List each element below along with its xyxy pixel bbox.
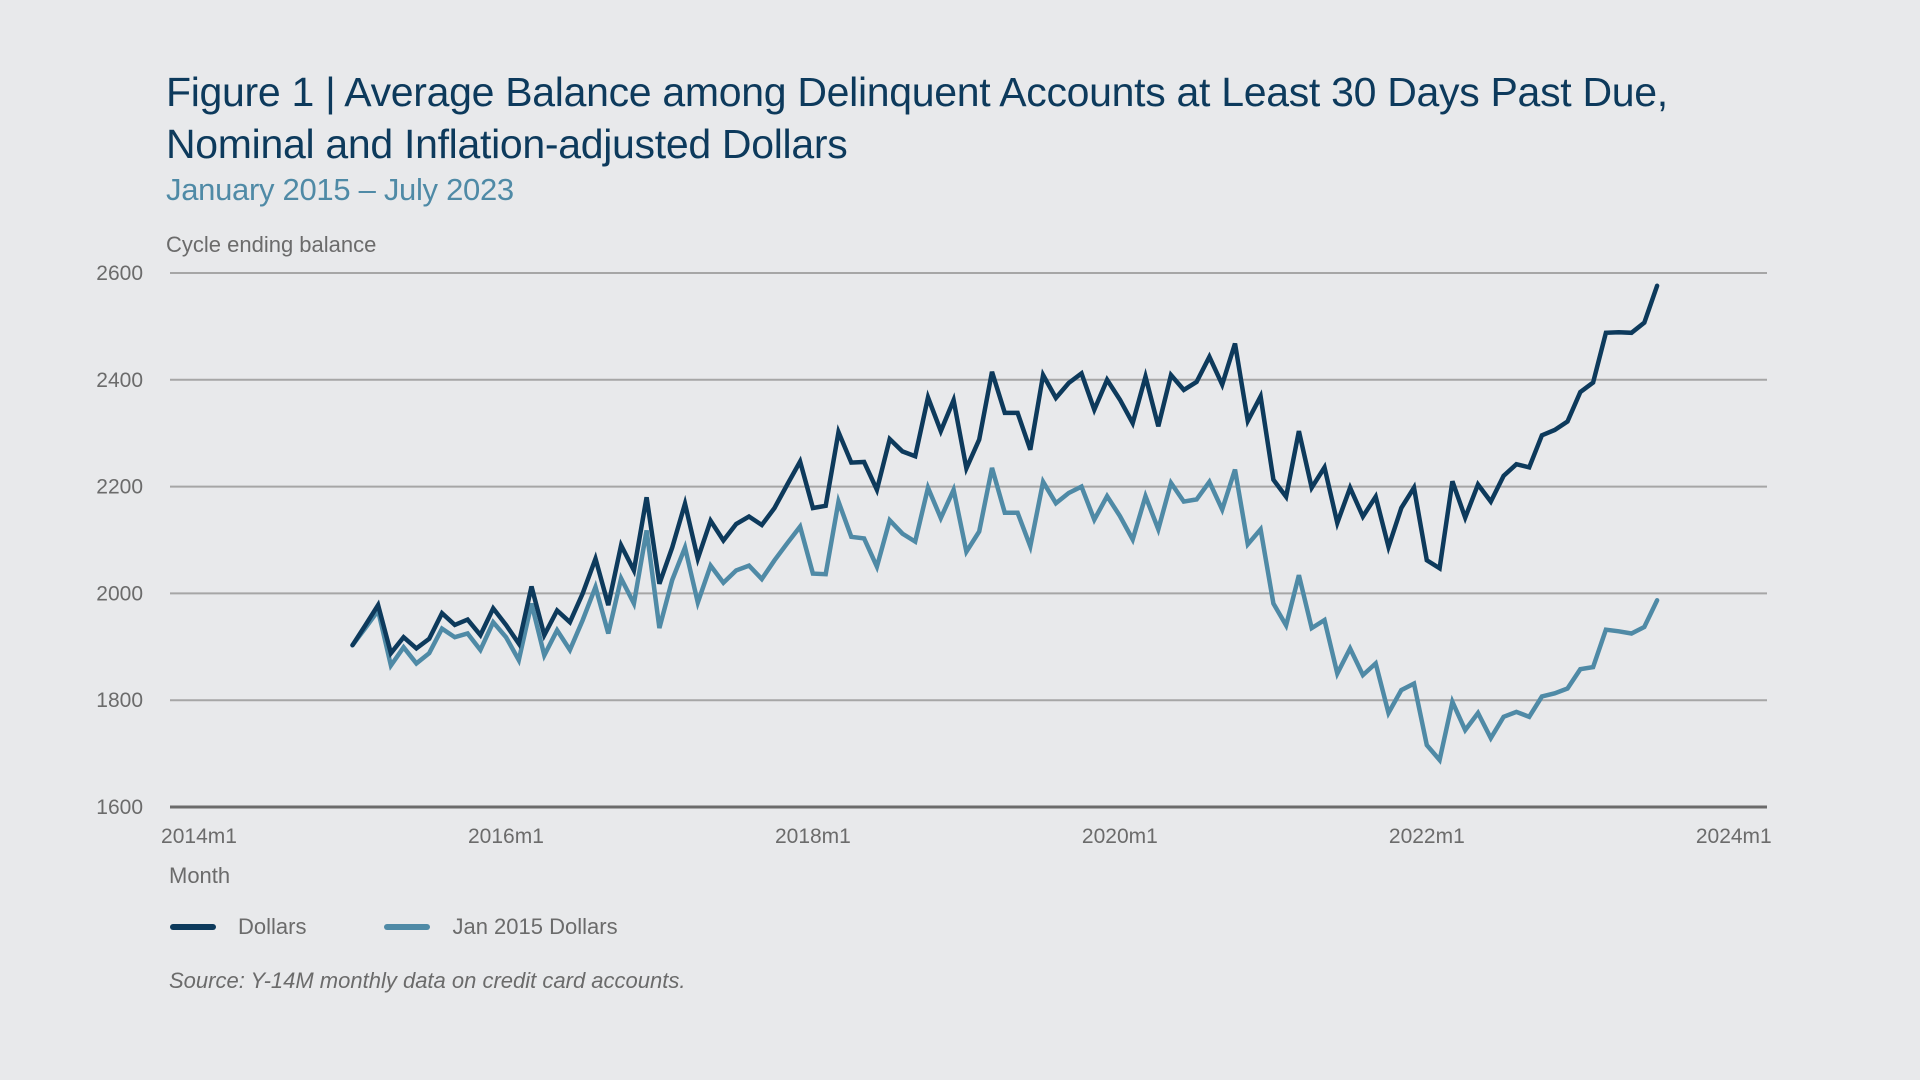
y-axis-ticks: 1600 1800 2000 2200 2400 2600 <box>96 262 143 819</box>
y-tick-label: 1600 <box>96 796 143 819</box>
chart-title: Figure 1 | Average Balance among Delinqu… <box>166 66 1866 170</box>
source-note: Source: Y-14M monthly data on credit car… <box>169 968 686 993</box>
x-axis-title: Month <box>169 863 231 888</box>
legend: Dollars Jan 2015 Dollars <box>170 914 696 940</box>
legend-item-dollars: Dollars <box>170 914 306 940</box>
legend-label-jan-2015-dollars: Jan 2015 Dollars <box>452 914 618 939</box>
legend-item-jan-2015-dollars: Jan 2015 Dollars <box>384 914 618 940</box>
chart-title-line-1: Figure 1 | Average Balance among Delinqu… <box>166 69 1668 115</box>
legend-swatch-dollars <box>170 924 216 930</box>
y-axis-title: Cycle ending balance <box>166 232 377 257</box>
y-tick-label: 2000 <box>96 582 143 605</box>
series-lines <box>350 283 1660 765</box>
gridlines <box>170 272 1767 809</box>
x-tick-label: 2022m1 <box>1389 825 1465 848</box>
x-tick-label: 2016m1 <box>468 825 544 848</box>
x-axis-ticks: 2014m1 2016m1 2018m1 2020m1 2022m1 2024m1 <box>161 825 1772 848</box>
legend-swatch-jan-2015-dollars <box>384 924 431 930</box>
x-tick-label: 2020m1 <box>1082 825 1158 848</box>
x-tick-label: 2024m1 <box>1696 825 1772 848</box>
chart-title-line-2: Nominal and Inflation-adjusted Dollars <box>166 121 848 167</box>
y-tick-label: 1800 <box>96 689 143 712</box>
y-tick-label: 2400 <box>96 369 143 392</box>
x-tick-label: 2018m1 <box>775 825 851 848</box>
y-tick-label: 2600 <box>96 262 143 285</box>
y-tick-label: 2200 <box>96 476 143 499</box>
legend-label-dollars: Dollars <box>238 914 307 939</box>
chart-subtitle: January 2015 – July 2023 <box>166 172 514 207</box>
series-line-dollars <box>350 283 1660 659</box>
series-line-jan-2015-dollars <box>350 467 1660 765</box>
x-tick-label: 2014m1 <box>161 825 237 848</box>
